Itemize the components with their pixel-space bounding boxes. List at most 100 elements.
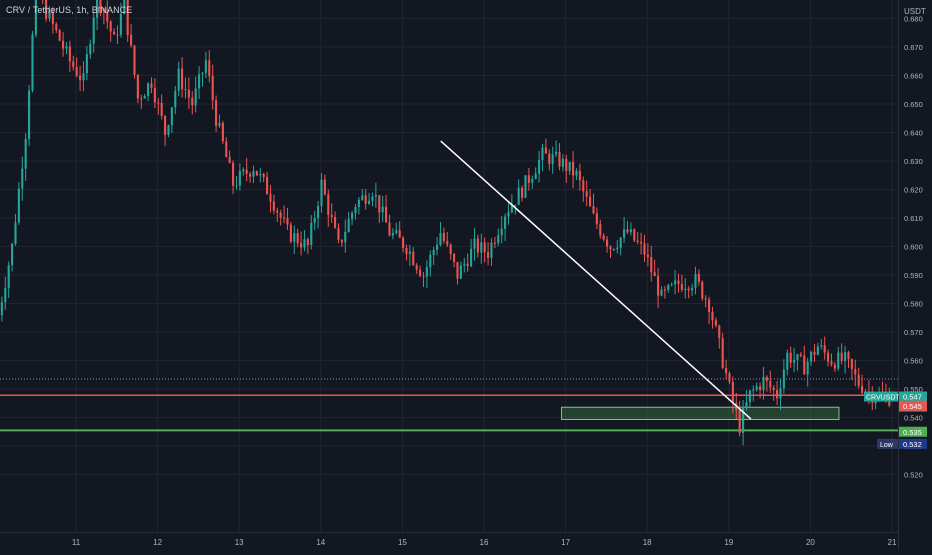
candle-body: [446, 240, 449, 245]
candle-body: [786, 352, 789, 370]
candle: [643, 234, 646, 263]
candle: [116, 25, 119, 44]
candle: [303, 230, 306, 252]
candle-body: [473, 238, 476, 249]
candle: [480, 233, 483, 264]
candle: [752, 385, 755, 402]
candle: [704, 295, 707, 308]
candle: [844, 346, 847, 374]
candle-body: [510, 204, 513, 213]
candle-body: [442, 232, 445, 241]
candle-body: [398, 230, 401, 238]
candle-body: [568, 161, 571, 171]
candle-body: [157, 102, 160, 104]
candle: [653, 259, 656, 277]
candle: [126, 0, 129, 42]
candle: [772, 385, 775, 401]
candle-body: [517, 187, 520, 205]
candle-body: [228, 157, 231, 163]
candle: [483, 237, 486, 263]
candle: [133, 44, 136, 79]
candle: [136, 74, 139, 104]
candle-body: [198, 74, 201, 89]
candle-body: [327, 194, 330, 216]
candle-body: [269, 194, 272, 202]
candle: [534, 167, 537, 180]
candle-body: [769, 380, 772, 388]
candle: [524, 175, 527, 199]
candle-body: [602, 235, 605, 240]
candle-body: [289, 224, 292, 242]
candle: [391, 228, 394, 240]
candle: [565, 154, 568, 183]
candle-body: [595, 213, 598, 225]
candle: [85, 45, 88, 81]
candle: [269, 184, 272, 213]
candle-body: [170, 107, 173, 126]
candle-body: [296, 233, 299, 244]
candle: [211, 64, 214, 110]
candle-body: [17, 188, 20, 223]
candle: [255, 170, 258, 177]
candle: [0, 296, 3, 322]
candle-body: [616, 247, 619, 250]
candle-body: [201, 72, 204, 75]
candle: [272, 194, 275, 215]
candle: [425, 260, 428, 288]
candle-body: [184, 89, 187, 91]
candle: [378, 195, 381, 224]
candle: [731, 376, 734, 414]
candle: [572, 151, 575, 189]
candle-body: [575, 170, 578, 176]
price-axis[interactable]: 0.5200.5300.5400.5500.5600.5700.5800.590…: [904, 0, 923, 480]
candle: [861, 374, 864, 396]
candle: [721, 332, 724, 370]
candle-body: [133, 45, 136, 75]
candle-body: [14, 222, 17, 244]
candle-body: [194, 88, 197, 106]
candle-body: [704, 298, 707, 300]
candle: [670, 282, 673, 287]
candle-body: [388, 222, 391, 236]
candle-body: [640, 241, 643, 244]
candle: [68, 40, 71, 73]
x-tick-label: 13: [235, 538, 244, 547]
candle: [147, 82, 150, 102]
candle: [762, 366, 765, 400]
candle: [439, 221, 442, 247]
candle: [320, 172, 323, 213]
candle: [79, 65, 82, 92]
candle-body: [45, 0, 48, 19]
candle-body: [762, 376, 765, 391]
candle-body: [245, 169, 248, 174]
candle: [405, 244, 408, 261]
candle: [170, 106, 173, 134]
candle: [323, 174, 326, 196]
candle: [31, 30, 34, 93]
candle: [568, 161, 571, 176]
candle-body: [555, 151, 558, 155]
candle: [279, 209, 282, 226]
candle-body: [633, 229, 636, 241]
candle-body: [585, 191, 588, 197]
candle-body: [167, 125, 170, 135]
candle: [249, 171, 252, 183]
time-axis[interactable]: 11 12 13 14 15 16 17 18 19 20 21: [72, 538, 897, 547]
candle: [357, 196, 360, 215]
candle-body: [599, 224, 602, 236]
candle: [629, 222, 632, 236]
candle-body: [72, 61, 75, 68]
candle: [283, 205, 286, 224]
candle-body: [752, 389, 755, 391]
candle: [820, 338, 823, 350]
resistance-value: 0.545: [903, 402, 922, 411]
candle-body: [759, 386, 762, 391]
symbol-name: CRVUSDT: [866, 395, 900, 402]
candle-body: [361, 195, 364, 200]
candle: [28, 84, 31, 147]
candle-body: [541, 147, 544, 160]
candle: [708, 296, 711, 325]
